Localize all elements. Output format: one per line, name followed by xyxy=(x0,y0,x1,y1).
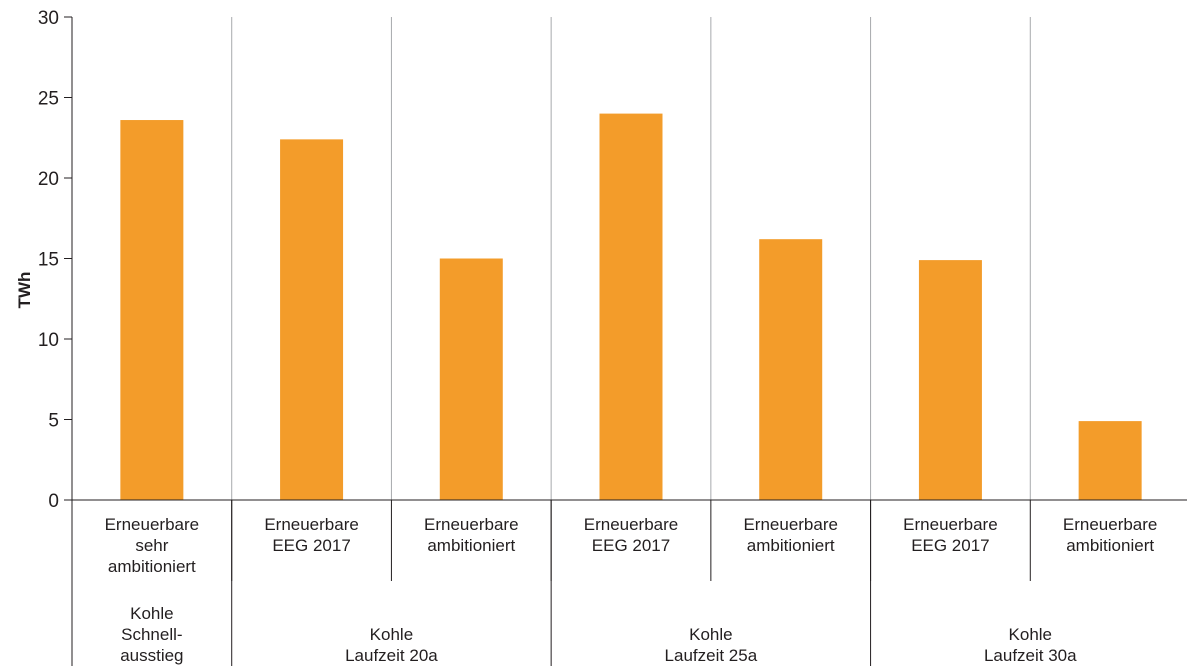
group-label: ausstieg xyxy=(120,646,183,665)
y-tick-label: 25 xyxy=(38,89,59,110)
y-tick-label: 15 xyxy=(38,250,59,271)
label-layer: 0 5 10 15 20 25 30 Erneuerbare sehr ambitioniert E… xyxy=(38,8,1158,665)
x-tick-label: ambitioniert xyxy=(1066,536,1154,555)
group-label: Kohle xyxy=(130,604,173,623)
y-tick-label: 0 xyxy=(48,491,59,512)
bar xyxy=(759,239,823,500)
bar xyxy=(599,113,663,500)
x-tick-label: Erneuerbare xyxy=(1063,515,1158,534)
x-tick-label: Erneuerbare xyxy=(584,515,679,534)
bar xyxy=(120,120,184,500)
x-tick-label: Erneuerbare xyxy=(743,515,838,534)
group-label: Kohle xyxy=(370,625,413,644)
y-tick-label: 10 xyxy=(38,330,59,351)
x-tick-label: Erneuerbare xyxy=(105,515,200,534)
x-tick-label: Erneuerbare xyxy=(264,515,359,534)
y-tick-label: 30 xyxy=(38,8,59,29)
group-label: Laufzeit 20a xyxy=(345,646,438,665)
bar xyxy=(918,260,982,500)
x-tick-label: EEG 2017 xyxy=(272,536,350,555)
grid-layer xyxy=(231,17,1031,500)
y-axis-title: TWh xyxy=(15,272,34,309)
group-label: Laufzeit 25a xyxy=(665,646,758,665)
y-tick-label: 20 xyxy=(38,169,59,190)
x-tick-label: EEG 2017 xyxy=(911,536,989,555)
bar-layer xyxy=(120,113,1142,501)
bar xyxy=(439,258,503,500)
x-tick-label: ambitioniert xyxy=(108,557,196,576)
group-label: Laufzeit 30a xyxy=(984,646,1077,665)
x-tick-label: ambitioniert xyxy=(747,536,835,555)
x-tick-label: sehr xyxy=(135,536,168,555)
group-label: Kohle xyxy=(689,625,732,644)
axis-layer xyxy=(64,16,1187,666)
group-label: Schnell- xyxy=(121,625,182,644)
x-tick-label: Erneuerbare xyxy=(424,515,519,534)
x-tick-label: ambitioniert xyxy=(427,536,515,555)
x-tick-label: Erneuerbare xyxy=(903,515,998,534)
group-label: Kohle xyxy=(1009,625,1052,644)
x-tick-label: EEG 2017 xyxy=(592,536,670,555)
y-tick-label: 5 xyxy=(48,411,59,432)
bar xyxy=(280,139,344,501)
bar xyxy=(1078,421,1142,500)
